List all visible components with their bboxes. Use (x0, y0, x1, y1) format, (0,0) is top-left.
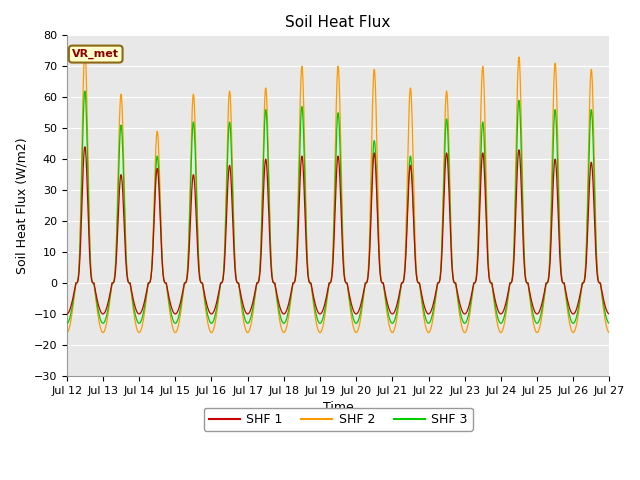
SHF 3 (460, 320, 467, 325)
X-axis label: Time: Time (323, 401, 353, 414)
SHF 3 (605, 321, 613, 326)
SHF 2 (583, 232, 591, 238)
Text: VR_met: VR_met (72, 49, 119, 59)
SHF 2 (63, 330, 70, 336)
SHF 2 (576, 300, 584, 305)
Y-axis label: Soil Heat Flux (W/m2): Soil Heat Flux (W/m2) (15, 137, 28, 274)
SHF 1 (460, 311, 467, 316)
Legend: SHF 1, SHF 2, SHF 3: SHF 1, SHF 2, SHF 3 (204, 408, 472, 431)
SHF 2 (475, 205, 483, 211)
SHF 3 (320, 312, 328, 318)
Line: SHF 1: SHF 1 (67, 147, 609, 314)
Title: Soil Heat Flux: Soil Heat Flux (285, 15, 391, 30)
SHF 2 (320, 320, 328, 326)
SHF 1 (605, 311, 613, 317)
SHF 3 (81, 88, 89, 94)
SHF 1 (475, 235, 483, 241)
SHF 1 (320, 305, 328, 311)
SHF 3 (576, 296, 584, 302)
SHF 2 (248, 321, 255, 326)
SHF 1 (576, 292, 584, 298)
Line: SHF 3: SHF 3 (67, 91, 609, 324)
SHF 1 (248, 305, 255, 311)
SHF 2 (81, 48, 89, 54)
SHF 3 (248, 313, 255, 319)
SHF 1 (63, 311, 70, 317)
Line: SHF 2: SHF 2 (67, 51, 609, 333)
SHF 3 (583, 241, 591, 247)
SHF 1 (81, 144, 89, 150)
SHF 2 (460, 329, 467, 335)
SHF 3 (475, 225, 483, 230)
SHF 2 (605, 330, 613, 336)
SHF 3 (63, 321, 70, 326)
SHF 1 (583, 253, 591, 259)
